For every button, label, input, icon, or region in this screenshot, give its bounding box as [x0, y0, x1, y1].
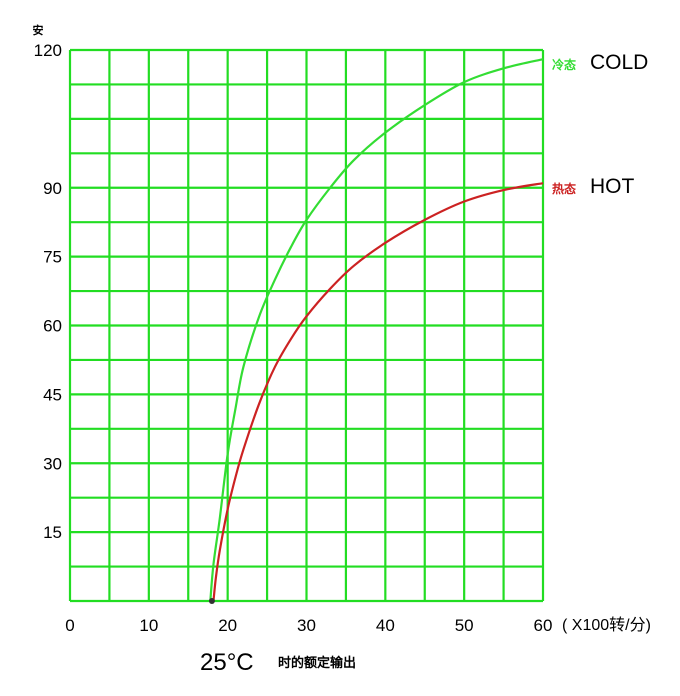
x-tick-label: 30 — [297, 616, 316, 635]
chart-grid — [68, 48, 545, 603]
y-tick-label: 120 — [34, 41, 62, 60]
x-tick-label: 60 — [534, 616, 553, 635]
x-axis-unit-label: ( X100转/分) — [562, 616, 651, 634]
legend-label-cold: COLD — [590, 51, 648, 74]
legend-label-cn-hot: 热态 — [552, 181, 576, 196]
x-tick-label: 20 — [218, 616, 237, 635]
caption-description: 时的额定输出 — [278, 655, 356, 670]
series-line-cold — [209, 58, 544, 602]
legend-label-hot: HOT — [590, 175, 635, 198]
x-tick-label: 50 — [455, 616, 474, 635]
y-tick-label: 15 — [43, 523, 62, 542]
y-axis-ticks: 15 30 45 60 75 90 120 — [34, 41, 62, 542]
y-tick-label: 90 — [43, 179, 62, 198]
legend-label-cn-cold: 冷态 — [552, 57, 576, 72]
series-lines — [208, 58, 544, 604]
y-tick-label: 60 — [43, 317, 62, 336]
series-line-hot — [212, 182, 544, 602]
y-axis-label: 安 — [33, 23, 44, 37]
caption-temperature: 25°C — [200, 649, 254, 676]
x-tick-label: 10 — [139, 616, 158, 635]
y-tick-label: 75 — [43, 248, 62, 267]
y-tick-label: 30 — [43, 454, 62, 473]
y-tick-label: 45 — [43, 385, 62, 404]
legend: 冷态 COLD 热态 HOT — [552, 51, 648, 198]
x-tick-label: 40 — [376, 616, 395, 635]
origin-point — [208, 598, 215, 604]
x-tick-label: 0 — [65, 616, 74, 635]
x-axis-ticks: 0 10 20 30 40 50 60 — [65, 616, 552, 635]
